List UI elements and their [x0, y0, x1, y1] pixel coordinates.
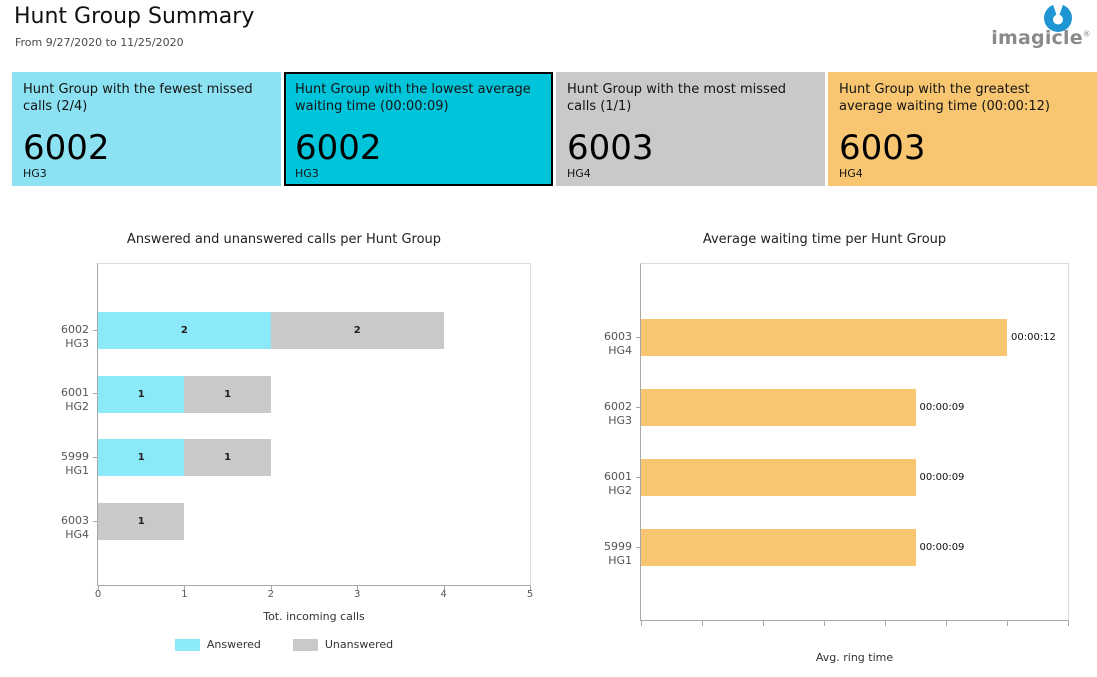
avg-wait-bar: [641, 529, 916, 566]
chart-title: Average waiting time per Hunt Group: [702, 232, 947, 247]
legend-item-answered: Answered: [174, 638, 261, 651]
legend-item-unanswered: Unanswered: [292, 638, 394, 651]
kpi-cards-row: Hunt Group with the fewest missed calls …: [12, 72, 1097, 186]
x-axis-tick: [702, 621, 703, 626]
bar-value-label: 2: [180, 325, 188, 336]
card-value: 6002: [295, 128, 382, 169]
bar-segment-answered: 1: [98, 439, 185, 477]
x-axis-tick: [885, 621, 886, 626]
card-label: Hunt Group with the fewest missed calls …: [23, 82, 253, 115]
bar-segment-answered: 1: [98, 375, 185, 413]
imagicle-wordmark: imagicle®: [991, 27, 1091, 49]
bar-value-label: 00:00:12: [1011, 332, 1056, 343]
legend-swatch: [292, 638, 318, 651]
y-axis-label: 6001 HG2: [604, 469, 632, 497]
trademark-symbol: ®: [1082, 29, 1091, 39]
plot-wrap: 2 2 1 1 1 1 1 0 1 2 3 4 5 6002 HG3 6001 HG2 5999 HG1 60…: [37, 263, 533, 600]
x-axis-tick-label: 1: [181, 589, 188, 600]
y-axis-tick: [636, 406, 641, 408]
legend-label: Unanswered: [324, 638, 394, 651]
x-axis-tick-label: 3: [354, 589, 361, 600]
x-axis-tick: [763, 621, 764, 626]
bar-value-label: 1: [137, 388, 145, 400]
y-axis-tick: [636, 336, 641, 338]
legend-label: Answered: [206, 638, 261, 651]
y-axis-tick: [93, 329, 98, 331]
y-axis-label: 5999 HG1: [604, 539, 632, 567]
answered-unanswered-calls-chart: Answered and unanswered calls per Hunt G…: [37, 232, 533, 651]
card-label: Hunt Group with the most missed calls (1…: [567, 82, 787, 115]
x-axis-tick: [530, 586, 531, 591]
y-axis-tick: [636, 546, 641, 548]
y-axis-tick: [636, 476, 641, 478]
x-axis-tick-label: 2: [267, 589, 274, 600]
y-axis-label: 6002 HG3: [604, 399, 632, 427]
y-axis-label: 6002 HG3: [61, 322, 89, 350]
avg-wait-bar: [641, 459, 916, 496]
bar-value-label: 1: [224, 388, 232, 400]
y-axis-label: 5999 HG1: [61, 449, 89, 477]
x-axis-tick: [443, 586, 445, 591]
plot-area: 2 2 1 1 1 1 1 0 1 2 3 4 5: [95, 263, 533, 600]
chart-title: Answered and unanswered calls per Hunt G…: [126, 232, 442, 247]
plot-wrap: 00:00:12 00:00:09 00:00:09 00:00:09 6003 HG…: [580, 263, 1069, 626]
avg-waiting-time-chart: Average waiting time per Hunt Group 00:0…: [580, 232, 1069, 664]
kpi-card-lowest-avg-waiting-time: Hunt Group with the lowest average waiti…: [284, 72, 553, 186]
y-axis-label: 6003 HG4: [61, 513, 89, 541]
bar-value-label: 2: [353, 325, 361, 336]
x-axis-tick-label: 5: [526, 589, 534, 600]
y-axis-tick: [93, 520, 98, 522]
bar-segment-unanswered: 1: [98, 503, 185, 541]
x-axis-tick: [184, 586, 186, 591]
y-axis-tick: [93, 456, 98, 458]
y-axis-label: 6003 HG4: [604, 329, 632, 357]
bar-value-label: 00:00:09: [919, 472, 965, 483]
bar-value-label: 1: [224, 452, 232, 464]
avg-wait-bar: [641, 319, 1007, 356]
bar-value-label: 00:00:09: [919, 402, 965, 413]
x-axis-tick: [1068, 621, 1069, 626]
card-label: Hunt Group with the greatest average wai…: [839, 82, 1050, 115]
x-axis-tick: [824, 621, 825, 626]
x-axis-tick: [641, 621, 642, 626]
x-axis-tick: [946, 621, 947, 626]
x-axis-title: Avg. ring time: [815, 651, 894, 664]
card-subvalue: HG3: [23, 167, 47, 180]
x-axis-tick: [98, 586, 99, 591]
x-axis-tick-label: 0: [94, 589, 102, 600]
x-axis-tick: [1007, 621, 1008, 626]
card-subvalue: HG4: [839, 167, 863, 180]
legend-swatch: [174, 638, 200, 651]
page-subtitle: From 9/27/2020 to 11/25/2020: [15, 36, 184, 49]
bar-segment-answered: 2: [98, 312, 271, 349]
y-axis-tick: [93, 393, 98, 395]
bar-value-label: 1: [137, 516, 145, 528]
avg-wait-bar: [641, 389, 916, 426]
y-axis-label: 6001 HG2: [61, 386, 89, 414]
x-axis-title: Tot. incoming calls: [263, 610, 365, 623]
kpi-card-greatest-avg-waiting-time: Hunt Group with the greatest average wai…: [828, 72, 1097, 186]
card-value: 6002: [23, 128, 110, 169]
card-label: Hunt Group with the lowest average waiti…: [295, 82, 531, 115]
kpi-card-fewest-missed-calls: Hunt Group with the fewest missed calls …: [12, 72, 281, 186]
card-value: 6003: [567, 128, 654, 169]
imagicle-logo: imagicle®: [991, 2, 1093, 54]
legend: Answered Unanswered: [37, 638, 531, 651]
card-value: 6003: [839, 128, 926, 169]
bar-value-label: 1: [137, 452, 145, 464]
plot-area: 00:00:12 00:00:09 00:00:09 00:00:09: [640, 263, 1069, 626]
bar-segment-unanswered: 2: [270, 312, 444, 349]
card-subvalue: HG3: [295, 167, 319, 180]
card-subvalue: HG4: [567, 167, 591, 180]
page-title: Hunt Group Summary: [14, 4, 255, 29]
x-axis-tick: [270, 586, 272, 591]
bar-segment-unanswered: 1: [184, 439, 271, 477]
imagicle-logo-icon: [1044, 3, 1072, 32]
bar-segment-unanswered: 1: [184, 375, 271, 413]
kpi-card-most-missed-calls: Hunt Group with the most missed calls (1…: [556, 72, 825, 186]
x-axis-tick: [357, 586, 359, 591]
x-axis-tick-label: 4: [440, 589, 447, 600]
bar-value-label: 00:00:09: [919, 542, 965, 553]
